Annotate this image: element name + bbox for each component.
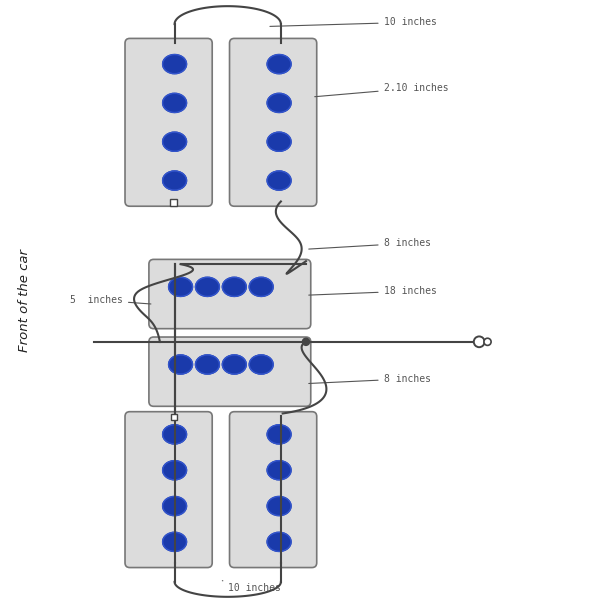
Text: 2.10 inches: 2.10 inches [315, 83, 448, 97]
FancyBboxPatch shape [125, 38, 212, 206]
Text: 10 inches: 10 inches [223, 581, 281, 593]
Ellipse shape [249, 277, 273, 296]
Ellipse shape [223, 277, 246, 296]
Ellipse shape [163, 425, 187, 444]
Ellipse shape [196, 277, 220, 296]
Ellipse shape [163, 171, 187, 190]
Ellipse shape [169, 355, 193, 374]
Circle shape [474, 337, 485, 347]
Text: 18 inches: 18 inches [309, 286, 436, 296]
Ellipse shape [267, 425, 291, 444]
Text: Front of the car: Front of the car [17, 248, 31, 352]
Ellipse shape [249, 355, 273, 374]
Ellipse shape [163, 532, 187, 551]
Ellipse shape [267, 171, 291, 190]
Ellipse shape [163, 94, 187, 112]
Ellipse shape [267, 496, 291, 515]
Ellipse shape [163, 132, 187, 151]
Ellipse shape [267, 461, 291, 480]
FancyBboxPatch shape [149, 259, 311, 329]
Ellipse shape [267, 532, 291, 551]
Ellipse shape [267, 132, 291, 151]
Ellipse shape [223, 355, 246, 374]
Ellipse shape [196, 355, 220, 374]
FancyBboxPatch shape [230, 38, 317, 206]
Ellipse shape [267, 55, 291, 74]
Ellipse shape [163, 496, 187, 515]
FancyBboxPatch shape [230, 412, 317, 568]
Text: 5  inches: 5 inches [70, 295, 151, 305]
FancyBboxPatch shape [125, 412, 212, 568]
Ellipse shape [267, 94, 291, 112]
Ellipse shape [163, 461, 187, 480]
Text: 8 inches: 8 inches [309, 238, 431, 249]
Text: 8 inches: 8 inches [309, 374, 431, 384]
Circle shape [484, 338, 491, 346]
FancyBboxPatch shape [149, 337, 311, 406]
Text: 10 inches: 10 inches [270, 17, 436, 27]
Bar [170, 199, 177, 206]
Ellipse shape [169, 277, 193, 296]
Ellipse shape [163, 55, 187, 74]
Bar [171, 414, 177, 420]
Circle shape [302, 338, 310, 346]
